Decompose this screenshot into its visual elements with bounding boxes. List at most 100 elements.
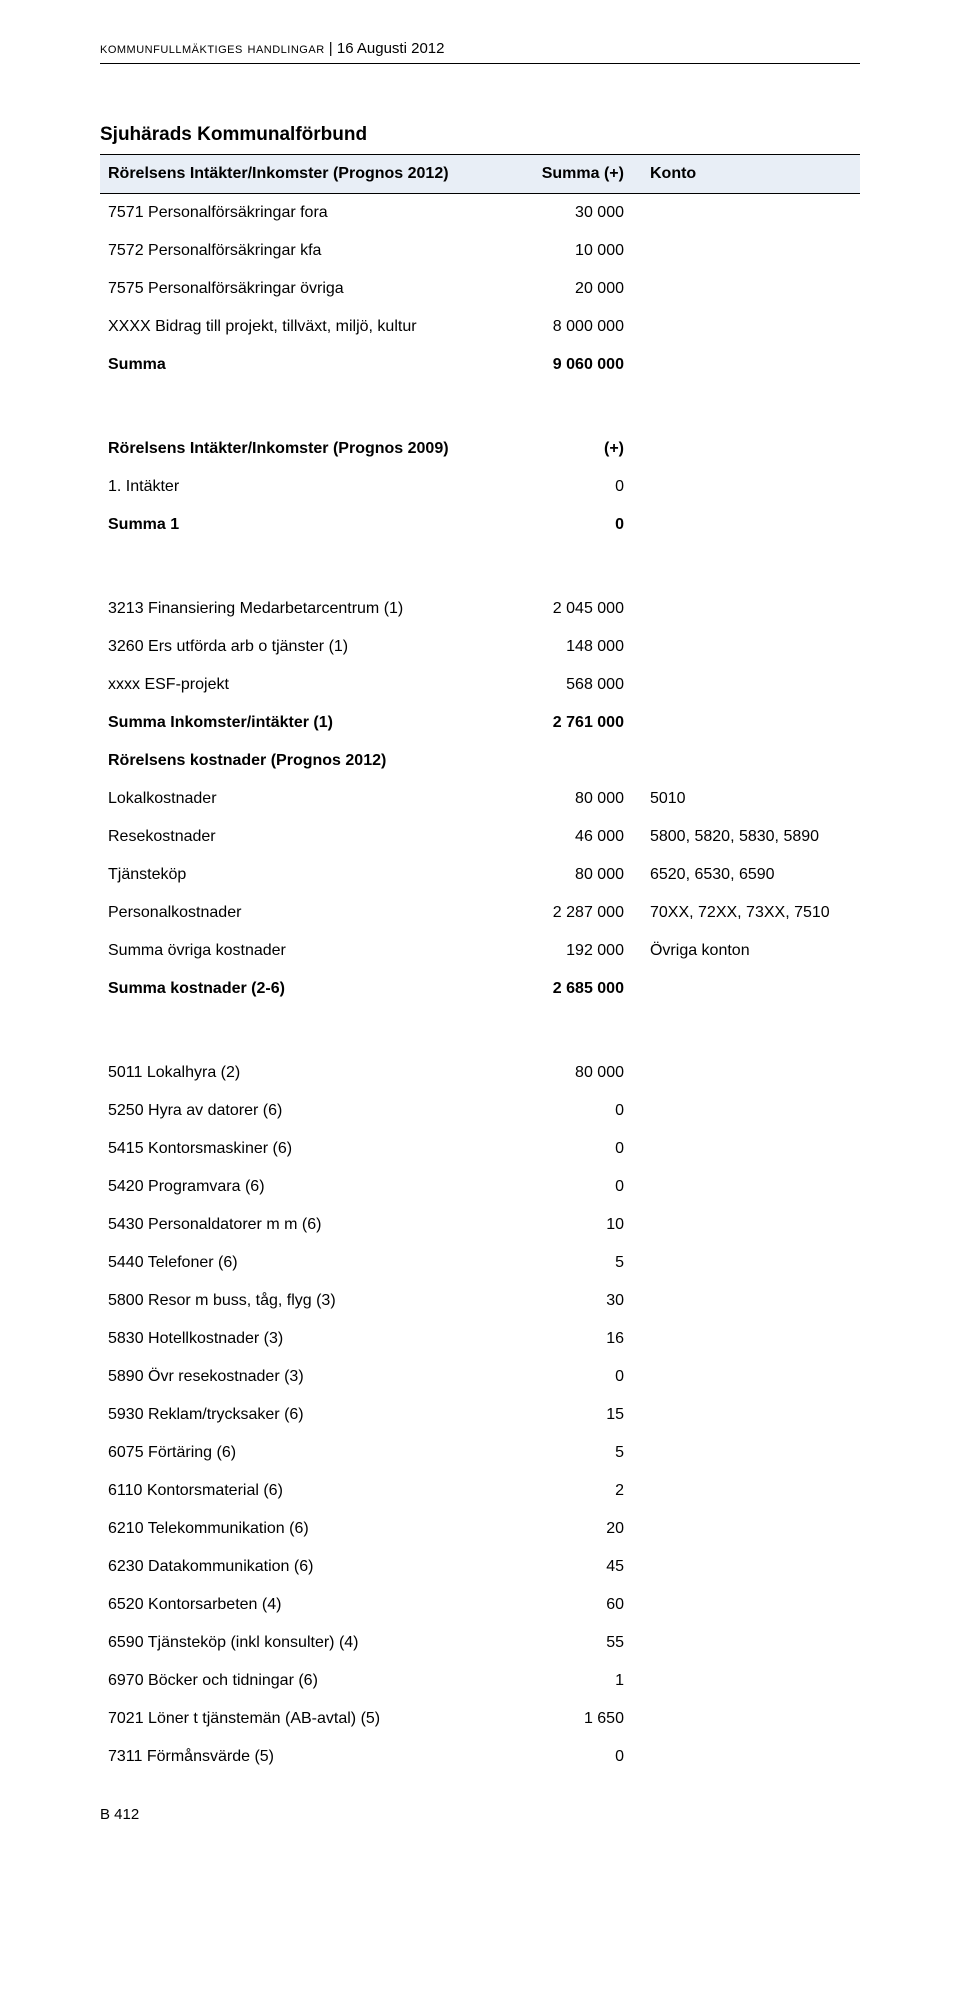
table-row: 6075 Förtäring (6)5 bbox=[100, 1434, 860, 1472]
row-konto bbox=[632, 628, 860, 666]
row-label: 1. Intäkter bbox=[100, 468, 526, 506]
row-value: 2 761 000 bbox=[526, 704, 632, 742]
row-value: 20 000 bbox=[526, 270, 632, 308]
row-value: 80 000 bbox=[526, 1054, 632, 1092]
col-header-konto: Konto bbox=[632, 155, 860, 194]
header-separator: | bbox=[325, 40, 337, 57]
row-value: 0 bbox=[526, 1358, 632, 1396]
row-konto: 6520, 6530, 6590 bbox=[632, 856, 860, 894]
row-label: Resekostnader bbox=[100, 818, 526, 856]
table-row: Resekostnader46 0005800, 5820, 5830, 589… bbox=[100, 818, 860, 856]
row-value: (+) bbox=[526, 430, 632, 468]
spacer-row bbox=[100, 384, 860, 430]
table-row: Summa kostnader (2-6)2 685 000 bbox=[100, 970, 860, 1008]
row-label: Rörelsens kostnader (Prognos 2012) bbox=[100, 742, 526, 780]
row-label: 5250 Hyra av datorer (6) bbox=[100, 1092, 526, 1130]
row-label: XXXX Bidrag till projekt, tillväxt, milj… bbox=[100, 308, 526, 346]
row-konto bbox=[632, 1472, 860, 1510]
row-label: 5430 Personaldatorer m m (6) bbox=[100, 1206, 526, 1244]
row-konto bbox=[632, 1054, 860, 1092]
row-konto bbox=[632, 742, 860, 780]
row-konto bbox=[632, 590, 860, 628]
table-row: Lokalkostnader80 0005010 bbox=[100, 780, 860, 818]
row-label: 6590 Tjänsteköp (inkl konsulter) (4) bbox=[100, 1624, 526, 1662]
row-label: 5420 Programvara (6) bbox=[100, 1168, 526, 1206]
row-value: 30 000 bbox=[526, 194, 632, 233]
row-konto bbox=[632, 666, 860, 704]
row-value: 20 bbox=[526, 1510, 632, 1548]
table-row: 6110 Kontorsmaterial (6)2 bbox=[100, 1472, 860, 1510]
table-row: Tjänsteköp80 0006520, 6530, 6590 bbox=[100, 856, 860, 894]
row-konto bbox=[632, 506, 860, 544]
row-label: 5830 Hotellkostnader (3) bbox=[100, 1320, 526, 1358]
section-title: Sjuhärads Kommunalförbund bbox=[100, 124, 860, 146]
row-konto bbox=[632, 1168, 860, 1206]
row-value: 30 bbox=[526, 1282, 632, 1320]
table-row: 7021 Löner t tjänstemän (AB-avtal) (5)1 … bbox=[100, 1700, 860, 1738]
row-value: 1 650 bbox=[526, 1700, 632, 1738]
row-konto bbox=[632, 1358, 860, 1396]
row-label: Lokalkostnader bbox=[100, 780, 526, 818]
table-row: 7571 Personalförsäkringar fora30 000 bbox=[100, 194, 860, 233]
row-konto bbox=[632, 1092, 860, 1130]
table-row: 3213 Finansiering Medarbetarcentrum (1)2… bbox=[100, 590, 860, 628]
row-label: Summa Inkomster/intäkter (1) bbox=[100, 704, 526, 742]
header-title: kommunfullmäktiges handlingar bbox=[100, 40, 325, 57]
table-row: 5250 Hyra av datorer (6)0 bbox=[100, 1092, 860, 1130]
row-value: 5 bbox=[526, 1434, 632, 1472]
row-label: 6075 Förtäring (6) bbox=[100, 1434, 526, 1472]
row-konto: 70XX, 72XX, 73XX, 7510 bbox=[632, 894, 860, 932]
row-value: 0 bbox=[526, 1092, 632, 1130]
row-value: 1 bbox=[526, 1662, 632, 1700]
row-label: 7021 Löner t tjänstemän (AB-avtal) (5) bbox=[100, 1700, 526, 1738]
row-value: 9 060 000 bbox=[526, 346, 632, 384]
row-label: 6520 Kontorsarbeten (4) bbox=[100, 1586, 526, 1624]
row-label: Summa kostnader (2-6) bbox=[100, 970, 526, 1008]
table-row: Summa övriga kostnader192 000Övriga kont… bbox=[100, 932, 860, 970]
row-konto bbox=[632, 1282, 860, 1320]
row-konto: Övriga konton bbox=[632, 932, 860, 970]
row-konto bbox=[632, 1206, 860, 1244]
row-konto bbox=[632, 970, 860, 1008]
table-row: 6210 Telekommunikation (6)20 bbox=[100, 1510, 860, 1548]
table-row: 5440 Telefoner (6)5 bbox=[100, 1244, 860, 1282]
table-row: Rörelsens kostnader (Prognos 2012) bbox=[100, 742, 860, 780]
table-row: 7572 Personalförsäkringar kfa10 000 bbox=[100, 232, 860, 270]
table-row: 5800 Resor m buss, tåg, flyg (3)30 bbox=[100, 1282, 860, 1320]
row-value: 45 bbox=[526, 1548, 632, 1586]
row-value: 0 bbox=[526, 1130, 632, 1168]
row-label: Tjänsteköp bbox=[100, 856, 526, 894]
row-label: Summa 1 bbox=[100, 506, 526, 544]
row-konto bbox=[632, 1662, 860, 1700]
row-value: 2 287 000 bbox=[526, 894, 632, 932]
row-label: 5800 Resor m buss, tåg, flyg (3) bbox=[100, 1282, 526, 1320]
row-value bbox=[526, 742, 632, 780]
row-value: 192 000 bbox=[526, 932, 632, 970]
row-konto bbox=[632, 1434, 860, 1472]
row-value: 148 000 bbox=[526, 628, 632, 666]
row-value: 46 000 bbox=[526, 818, 632, 856]
row-label: Summa bbox=[100, 346, 526, 384]
row-label: 7575 Personalförsäkringar övriga bbox=[100, 270, 526, 308]
row-value: 0 bbox=[526, 1168, 632, 1206]
row-label: 6110 Kontorsmaterial (6) bbox=[100, 1472, 526, 1510]
table-row: Personalkostnader2 287 00070XX, 72XX, 73… bbox=[100, 894, 860, 932]
row-konto: 5010 bbox=[632, 780, 860, 818]
table-row: 6230 Datakommunikation (6)45 bbox=[100, 1548, 860, 1586]
row-konto bbox=[632, 194, 860, 233]
table-row: xxxx ESF-projekt568 000 bbox=[100, 666, 860, 704]
row-konto bbox=[632, 1548, 860, 1586]
row-value: 2 bbox=[526, 1472, 632, 1510]
table-row: XXXX Bidrag till projekt, tillväxt, milj… bbox=[100, 308, 860, 346]
row-label: 7572 Personalförsäkringar kfa bbox=[100, 232, 526, 270]
row-label: 5930 Reklam/trycksaker (6) bbox=[100, 1396, 526, 1434]
table-row: 1. Intäkter0 bbox=[100, 468, 860, 506]
table-row: 5430 Personaldatorer m m (6)10 bbox=[100, 1206, 860, 1244]
table-row: 7311 Förmånsvärde (5)0 bbox=[100, 1738, 860, 1776]
row-label: 5415 Kontorsmaskiner (6) bbox=[100, 1130, 526, 1168]
row-konto bbox=[632, 1586, 860, 1624]
row-label: Summa övriga kostnader bbox=[100, 932, 526, 970]
row-label: 6970 Böcker och tidningar (6) bbox=[100, 1662, 526, 1700]
row-konto bbox=[632, 1738, 860, 1776]
row-konto bbox=[632, 704, 860, 742]
